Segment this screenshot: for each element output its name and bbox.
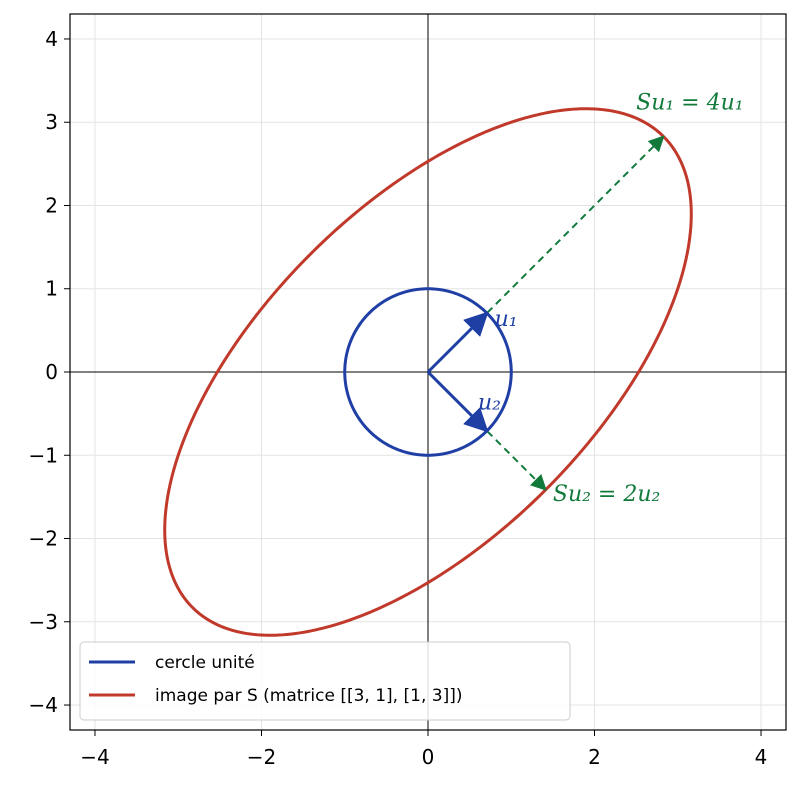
x-tick-label-0: −4 (80, 745, 109, 769)
legend-label-unit-circle: cercle unité (155, 653, 255, 673)
annotations: u₁ u₂ Su₁ = 4u₁ Su₂ = 2u₂ (478, 91, 744, 507)
legend-box (79, 641, 571, 721)
y-tick-label-1: −3 (29, 610, 58, 634)
vector-arrow-2 (427, 135, 665, 373)
vectors (426, 135, 665, 491)
y-tick-label-5: 1 (45, 277, 58, 301)
tick-labels: −4 −2 0 2 4 −4 −3 −2 −1 0 1 2 3 4 (29, 27, 768, 769)
y-tick-label-4: 0 (45, 360, 58, 384)
vector-arrow-1 (426, 370, 489, 433)
legend-label-image-ellipse: image par S (matrice [[3, 1], [1, 3]]) (155, 686, 462, 706)
x-tick-label-4: 4 (755, 745, 768, 769)
x-tick-label-1: −2 (247, 745, 276, 769)
y-tick-label-8: 4 (45, 27, 58, 51)
annotation-label-1: u₂ (478, 390, 501, 415)
y-tick-label-0: −4 (29, 693, 58, 717)
annotation-label-3: Su₂ = 2u₂ (553, 482, 660, 507)
y-tick-label-6: 2 (45, 193, 58, 217)
annotation-label-2: Su₁ = 4u₁ (636, 91, 743, 116)
series-unit-circle (343, 287, 513, 457)
x-tick-label-3: 2 (588, 745, 601, 769)
y-tick-label-3: −1 (29, 443, 58, 467)
x-tick-label-2: 0 (422, 745, 435, 769)
series-image-ellipse (163, 107, 693, 637)
legend: cercle unité image par S (matrice [[3, 1… (79, 641, 571, 721)
plot-series (163, 107, 693, 637)
y-tick-label-2: −2 (29, 527, 58, 551)
y-tick-label-7: 3 (45, 110, 58, 134)
annotation-label-0: u₁ (495, 307, 518, 332)
vector-arrow-0 (426, 311, 489, 374)
